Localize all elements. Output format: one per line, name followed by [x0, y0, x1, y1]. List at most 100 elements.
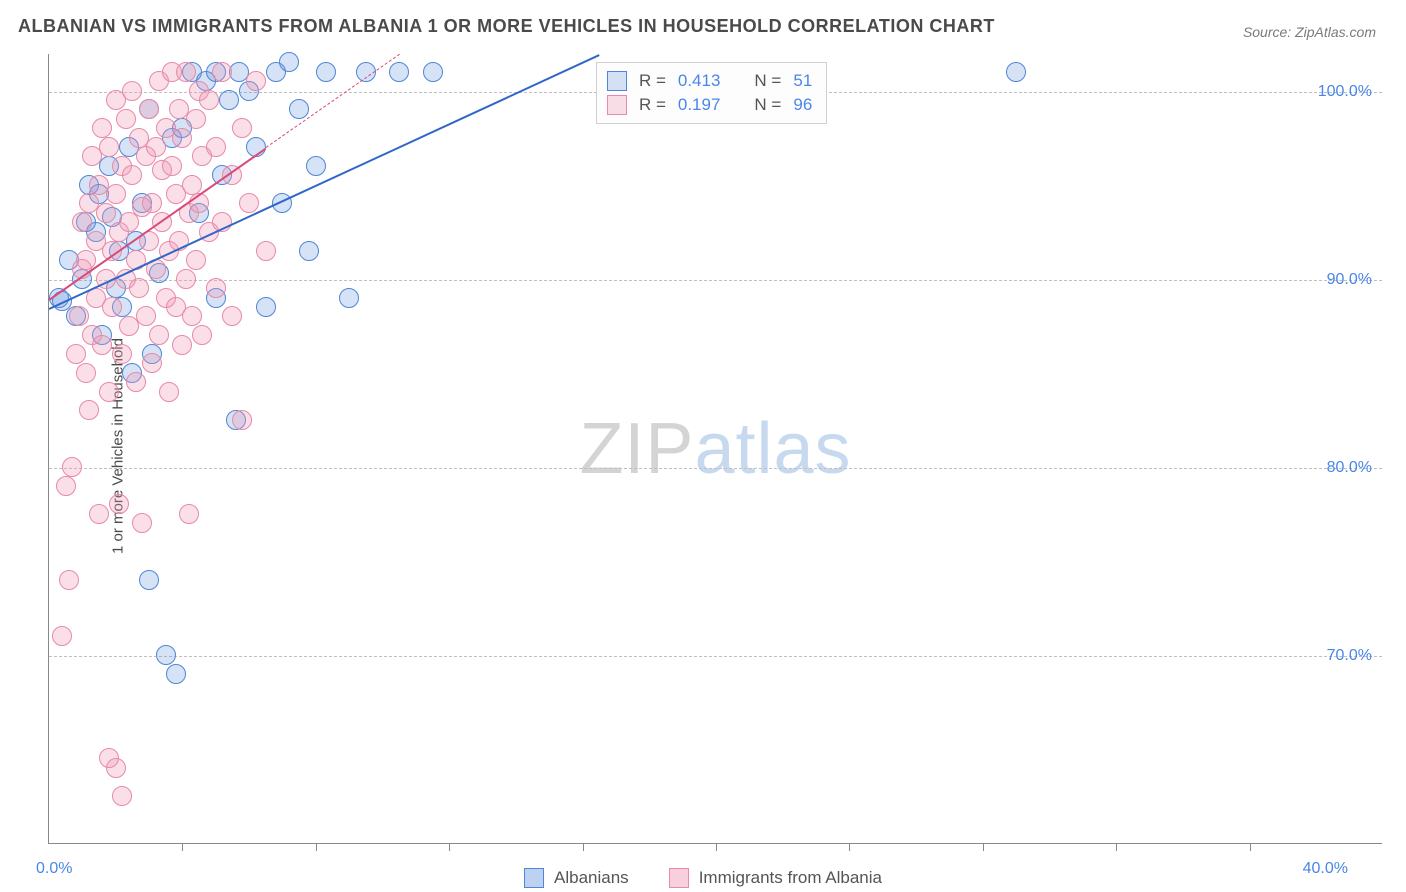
scatter-point [99, 382, 119, 402]
y-tick-label: 70.0% [1327, 647, 1372, 665]
scatter-point [176, 62, 196, 82]
stats-box: R = 0.413 N = 51 R = 0.197 N = 96 [596, 62, 827, 124]
source-attribution: Source: ZipAtlas.com [1243, 24, 1376, 40]
scatter-point [199, 90, 219, 110]
scatter-point [279, 52, 299, 72]
scatter-point [239, 193, 259, 213]
x-tick [1250, 843, 1251, 851]
scatter-point [146, 137, 166, 157]
scatter-point [232, 410, 252, 430]
scatter-point [222, 306, 242, 326]
legend-item-immigrants: Immigrants from Albania [669, 868, 882, 888]
scatter-point [139, 570, 159, 590]
scatter-point [1006, 62, 1026, 82]
scatter-point [186, 109, 206, 129]
scatter-point [179, 504, 199, 524]
scatter-point [122, 165, 142, 185]
scatter-point [76, 363, 96, 383]
scatter-point [306, 156, 326, 176]
scatter-point [126, 372, 146, 392]
scatter-point [92, 118, 112, 138]
correlation-chart: ALBANIAN VS IMMIGRANTS FROM ALBANIA 1 OR… [0, 0, 1406, 892]
stat-r-value: 0.197 [678, 95, 721, 115]
x-axis-min-label: 0.0% [36, 860, 72, 878]
x-tick [983, 843, 984, 851]
scatter-point [112, 786, 132, 806]
scatter-point [99, 748, 119, 768]
scatter-point [172, 128, 192, 148]
chart-title: ALBANIAN VS IMMIGRANTS FROM ALBANIA 1 OR… [18, 16, 995, 37]
scatter-point [423, 62, 443, 82]
scatter-point [389, 62, 409, 82]
gridline [49, 280, 1382, 281]
scatter-point [59, 570, 79, 590]
scatter-point [156, 645, 176, 665]
stat-r-label: R = [639, 71, 666, 91]
scatter-point [79, 400, 99, 420]
x-tick [583, 843, 584, 851]
y-tick-label: 90.0% [1327, 271, 1372, 289]
legend-swatch-icon [524, 868, 544, 888]
scatter-point [96, 203, 116, 223]
scatter-point [106, 184, 126, 204]
scatter-point [256, 241, 276, 261]
scatter-point [162, 156, 182, 176]
gridline [49, 656, 1382, 657]
scatter-point [189, 193, 209, 213]
stat-r-value: 0.413 [678, 71, 721, 91]
scatter-point [149, 325, 169, 345]
scatter-point [159, 382, 179, 402]
stats-row: R = 0.197 N = 96 [607, 93, 812, 117]
scatter-point [89, 504, 109, 524]
plot-inner: ZIPatlas 70.0%80.0%90.0%100.0%R =0.413N … [48, 54, 1382, 844]
scatter-point [256, 297, 276, 317]
scatter-point [232, 118, 252, 138]
watermark: ZIPatlas [579, 408, 851, 490]
scatter-point [182, 175, 202, 195]
x-tick [716, 843, 717, 851]
scatter-point [339, 288, 359, 308]
scatter-point [62, 457, 82, 477]
stat-n-label: N = [754, 95, 781, 115]
legend-item-albanians: Albanians [524, 868, 629, 888]
x-tick [1116, 843, 1117, 851]
scatter-point [56, 476, 76, 496]
scatter-point [52, 626, 72, 646]
stat-n-value: 51 [793, 71, 812, 91]
scatter-point [122, 81, 142, 101]
scatter-point [109, 494, 129, 514]
stats-row: R = 0.413 N = 51 [607, 69, 812, 93]
scatter-point [172, 335, 192, 355]
scatter-point [142, 193, 162, 213]
scatter-point [139, 99, 159, 119]
scatter-point [102, 297, 122, 317]
scatter-point [206, 278, 226, 298]
scatter-point [136, 306, 156, 326]
scatter-point [206, 137, 226, 157]
scatter-point [219, 90, 239, 110]
scatter-point [246, 71, 266, 91]
scatter-point [182, 306, 202, 326]
scatter-point [316, 62, 336, 82]
scatter-point [69, 306, 89, 326]
scatter-point [166, 664, 186, 684]
stat-r-label: R = [639, 95, 666, 115]
watermark-zip: ZIP [579, 409, 694, 489]
plot-area: ZIPatlas 70.0%80.0%90.0%100.0%R =0.413N … [48, 54, 1382, 844]
x-tick [316, 843, 317, 851]
legend-label: Albanians [554, 868, 629, 888]
stat-n-label: N = [754, 71, 781, 91]
scatter-point [132, 513, 152, 533]
legend-label: Immigrants from Albania [699, 868, 882, 888]
x-axis-max-label: 40.0% [1303, 860, 1348, 878]
x-tick [449, 843, 450, 851]
stats-swatch-icon [607, 71, 627, 91]
watermark-atlas: atlas [694, 409, 851, 489]
stat-n-value: 96 [793, 95, 812, 115]
scatter-point [92, 335, 112, 355]
scatter-point [176, 269, 196, 289]
scatter-point [186, 250, 206, 270]
scatter-point [299, 241, 319, 261]
scatter-point [142, 353, 162, 373]
stats-swatch-icon [607, 95, 627, 115]
